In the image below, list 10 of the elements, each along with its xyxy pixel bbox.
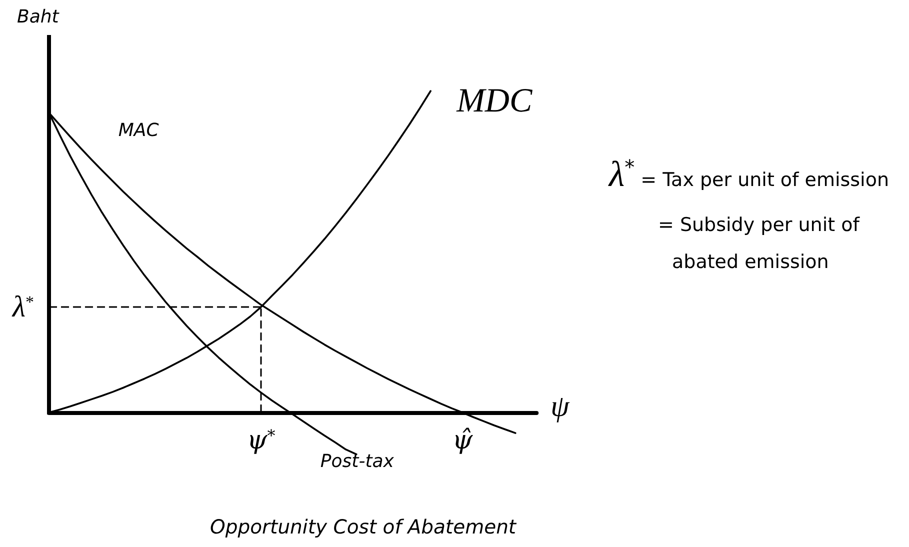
x-tick-label: ψ̂ bbox=[452, 426, 474, 456]
series-label: MDC bbox=[456, 82, 532, 120]
x-axis-title: ψ bbox=[550, 390, 571, 423]
ref-line-label: λ$^{*}$ bbox=[12, 290, 34, 324]
text: λ$^{*}$ = Tax per unit of emission = Subsidy per unit of abated emission bbox=[609, 154, 890, 273]
text: Opportunity Cost of Abatement bbox=[210, 516, 518, 538]
series-label: Post-tax bbox=[320, 450, 394, 472]
y-axis-title: Baht bbox=[17, 6, 60, 28]
x-tick-label: ψ* bbox=[246, 426, 276, 456]
series-label: MAC bbox=[118, 120, 160, 141]
